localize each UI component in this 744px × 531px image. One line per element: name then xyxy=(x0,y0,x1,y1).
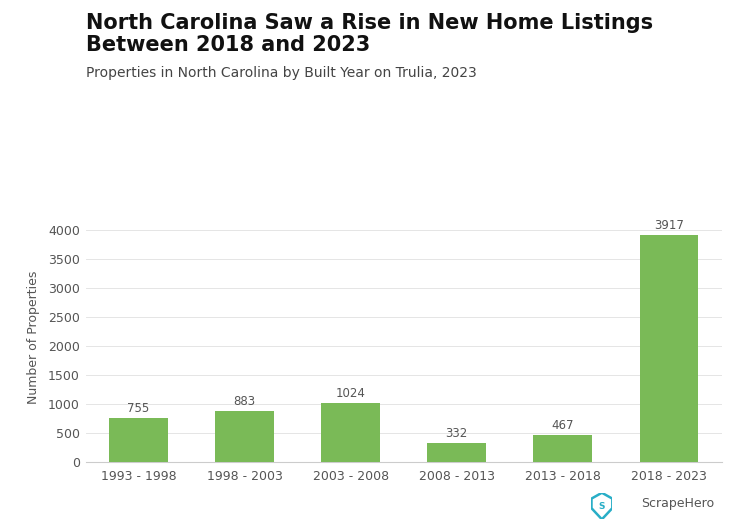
Text: North Carolina Saw a Rise in New Home Listings: North Carolina Saw a Rise in New Home Li… xyxy=(86,13,652,33)
Text: ScrapeHero: ScrapeHero xyxy=(641,497,714,510)
Bar xyxy=(640,235,698,462)
Bar xyxy=(321,402,379,462)
Bar xyxy=(428,443,486,462)
Text: 467: 467 xyxy=(551,419,574,432)
Bar xyxy=(109,418,167,462)
Text: Between 2018 and 2023: Between 2018 and 2023 xyxy=(86,35,370,55)
Text: 332: 332 xyxy=(446,427,468,440)
Text: 755: 755 xyxy=(127,402,150,415)
Text: S: S xyxy=(599,502,605,511)
Text: 1024: 1024 xyxy=(336,387,365,400)
Text: Properties in North Carolina by Built Year on Trulia, 2023: Properties in North Carolina by Built Ye… xyxy=(86,66,476,80)
Bar xyxy=(533,435,591,462)
Y-axis label: Number of Properties: Number of Properties xyxy=(27,270,39,404)
Text: 883: 883 xyxy=(234,395,256,408)
Bar xyxy=(216,410,274,462)
Text: 3917: 3917 xyxy=(654,219,684,232)
